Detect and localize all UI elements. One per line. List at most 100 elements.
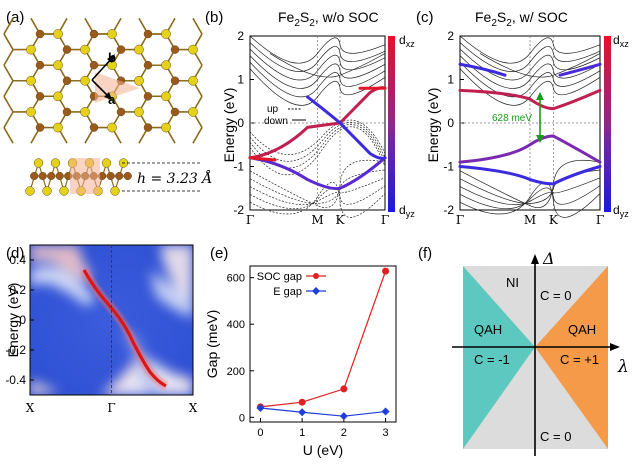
- phase-c-top: C = 0: [540, 288, 571, 303]
- panel-b-legend: up down: [264, 104, 306, 127]
- gap-arrow: [536, 92, 544, 143]
- thin-band: [479, 53, 601, 78]
- phase-qah-right: [535, 266, 608, 449]
- dyz-band: [306, 95, 387, 160]
- y-tick-label: -2: [233, 203, 244, 217]
- sulfur-atom: [161, 91, 171, 102]
- sulfur-atom: [26, 107, 36, 117]
- phase-c-left: C = -1: [474, 352, 510, 367]
- panel-c: (c) Fe2S2, w/ SOC Energy (eV) -2 -1 0 1 2 Γ M K…: [416, 9, 629, 227]
- k-point-label: X: [189, 401, 198, 415]
- panel-b-ylabel: Energy (eV): [221, 88, 237, 163]
- panel-a: (a) b a h = 3.23 Å: [3, 9, 212, 196]
- panel-e-chart: 0 200 400 600 0 1 2 3 U (eV) Gap (meV) SOC gap E ga…: [204, 265, 397, 458]
- thin-band: [249, 42, 386, 72]
- panel-f-label: (f): [418, 245, 432, 262]
- phase-qah-left-label: QAH: [474, 322, 502, 337]
- iron-atom: [35, 29, 45, 39]
- thin-band: [459, 42, 601, 72]
- data-point: [256, 404, 265, 413]
- phase-qah-right-label: QAH: [568, 322, 596, 337]
- y-tick-label: 2: [237, 29, 244, 43]
- plot-frame: [249, 265, 397, 423]
- thin-band: [249, 159, 386, 208]
- x-axis-label: U (eV): [303, 442, 343, 458]
- lattice-vectors: b a: [91, 50, 116, 107]
- k-point-label: Γ: [596, 213, 604, 227]
- unit-cell-highlight: [95, 72, 140, 103]
- lattice-bond: [3, 49, 14, 66]
- sulfur-atom: [134, 44, 144, 55]
- panel-b-bands: [248, 35, 387, 218]
- thin-band: [249, 185, 386, 210]
- spin-up-band: [249, 122, 386, 162]
- panel-b-colorbar: [388, 36, 395, 212]
- vector-b-label: b: [108, 50, 116, 65]
- panel-c-axes: -2 -1 0 1 2 Γ M K Γ: [443, 29, 604, 227]
- panel-a-label: (a): [6, 9, 24, 26]
- lattice-bond: [3, 127, 14, 144]
- legend-up: up: [267, 104, 279, 115]
- iron-atom: [116, 107, 126, 117]
- panel-f: (f) Δ λ NI C = 0 C = 0 QAH QAH C = -1 C …: [418, 245, 629, 456]
- legend-entry: SOC gap: [257, 271, 302, 283]
- y-tick-label: -0.2: [5, 343, 26, 357]
- panel-b-colorbar-bottom: dyz: [399, 203, 415, 219]
- sulfur-atom: [50, 158, 61, 168]
- panel-b-title: Fe2S2, w/o SOC: [278, 9, 379, 29]
- y-tick-label: 0: [237, 116, 244, 130]
- k-point-label: Γ: [456, 213, 464, 227]
- panel-e: (e) 0 200 400 600 0 1 2 3 U (eV) Gap (meV) SOC gap…: [204, 245, 397, 458]
- y-tick-label: 0.4: [9, 253, 26, 267]
- iron-atom: [123, 171, 132, 181]
- legend-down: down: [264, 116, 288, 127]
- iron-atom: [35, 60, 45, 70]
- lattice-bond: [192, 18, 203, 35]
- iron-atom: [116, 45, 126, 54]
- series-line: [260, 270, 387, 408]
- dyz-band: [458, 62, 507, 77]
- iron-atom: [170, 107, 180, 117]
- k-point-label: M: [524, 213, 536, 227]
- sulfur-atom: [80, 75, 90, 86]
- phase-c-right: C = +1: [560, 352, 599, 367]
- thin-band: [459, 68, 601, 106]
- y-tick-label: -1: [443, 160, 454, 174]
- panel-d-ylabel: Energy (eV): [5, 283, 21, 358]
- legend-marker: [312, 287, 320, 295]
- iron-atom: [35, 123, 45, 132]
- sulfur-atom: [26, 75, 36, 86]
- y-tick-label: 0: [447, 116, 454, 130]
- thin-band: [459, 35, 601, 64]
- sulfur-atom: [188, 44, 198, 55]
- panel-d-label: (d): [6, 245, 24, 262]
- y-tick-label: 400: [227, 319, 245, 331]
- legend-marker: [313, 273, 319, 279]
- phase-ni: NI: [506, 275, 519, 290]
- dxz-band: [248, 156, 277, 162]
- k-point-label: K: [549, 213, 559, 227]
- iron-atom: [170, 45, 180, 54]
- sulfur-atom: [80, 107, 90, 117]
- sulfur-atom: [25, 186, 35, 196]
- k-point-label: Γ: [381, 213, 389, 227]
- sulfur-atom: [42, 186, 52, 196]
- panel-c-colorbar-bottom: dyz: [613, 203, 629, 219]
- lattice-bond: [3, 80, 14, 97]
- panel-c-label: (c): [416, 9, 434, 26]
- x-tick-label: 2: [341, 427, 347, 439]
- thin-band: [459, 159, 601, 208]
- x-tick-label: 1: [299, 427, 305, 439]
- sulfur-atom: [26, 44, 36, 55]
- data-point: [298, 408, 307, 417]
- y-tick-label: 1: [237, 73, 244, 87]
- k-point-label: M: [311, 213, 323, 227]
- thin-band: [249, 61, 386, 98]
- lattice-bond: [3, 96, 14, 113]
- panel-e-label: (e): [210, 245, 228, 262]
- lattice-bond: [3, 111, 14, 128]
- sulfur-atom: [134, 75, 144, 86]
- legend-entry: E gap: [273, 286, 302, 298]
- sulfur-atom: [134, 107, 144, 117]
